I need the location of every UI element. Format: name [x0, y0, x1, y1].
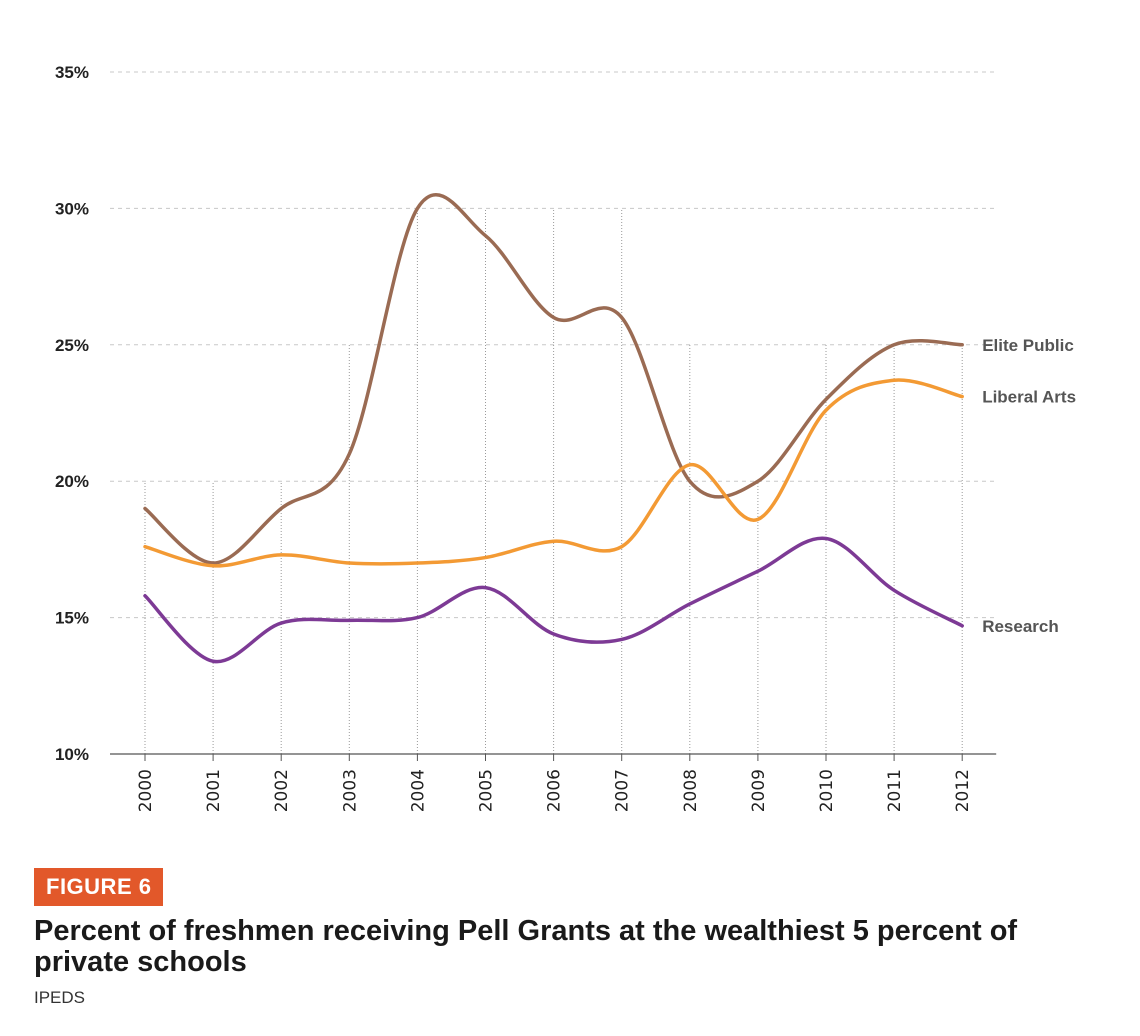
- y-tick-label: 10%: [55, 745, 89, 764]
- x-tick-label: 2000: [136, 769, 156, 812]
- x-tick-label: 2009: [749, 769, 769, 812]
- x-tick-label: 2012: [953, 769, 973, 812]
- series-label-research: Research: [982, 617, 1059, 636]
- axis-layer: 10% 15% 20% 25% 30% 35% 2000 2001 2002 2003 2004 20…: [55, 63, 997, 812]
- x-tick-label: 2010: [817, 769, 837, 812]
- x-tick-label: 2008: [681, 769, 701, 812]
- figure-source: IPEDS: [34, 988, 86, 1007]
- y-tick-label: 15%: [55, 609, 89, 628]
- x-tick-label: 2001: [204, 769, 224, 812]
- y-tick-label: 35%: [55, 63, 89, 82]
- grid-layer: [110, 71, 997, 754]
- series-layer: [143, 193, 964, 664]
- y-tick-label: 20%: [55, 472, 89, 491]
- x-tick-label: 2002: [272, 769, 292, 812]
- label-layer: Elite Public Liberal Arts Research: [982, 336, 1076, 636]
- y-tick-label: 25%: [55, 336, 89, 355]
- y-tick-label: 30%: [55, 199, 89, 218]
- figure-badge: FIGURE 6: [34, 868, 164, 906]
- series-line-research: [143, 536, 964, 664]
- chart: 10% 15% 20% 25% 30% 35% 2000 2001 2002 2003 2004 20…: [55, 63, 1076, 812]
- series-line-elite-public: [143, 193, 964, 565]
- x-tick-label: 2007: [613, 769, 633, 812]
- series-label-liberal-arts: Liberal Arts: [982, 388, 1076, 407]
- x-tick-label: 2006: [545, 769, 565, 812]
- series-label-elite-public: Elite Public: [982, 336, 1074, 355]
- x-tick-label: 2011: [885, 769, 905, 812]
- x-tick-label: 2003: [340, 769, 360, 812]
- figure-title: Percent of freshmen receiving Pell Grant…: [34, 915, 1018, 978]
- series-line-liberal-arts: [143, 378, 964, 568]
- x-tick-label: 2004: [408, 769, 428, 812]
- x-tick-label: 2005: [477, 769, 497, 812]
